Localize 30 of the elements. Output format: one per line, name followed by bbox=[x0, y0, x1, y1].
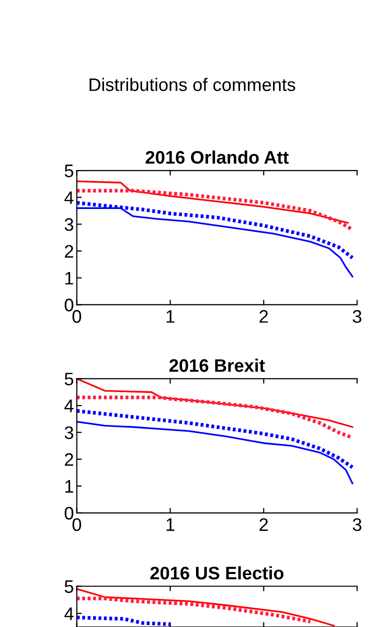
y-tick-label: 4 bbox=[64, 400, 74, 412]
y-tick-label: 4 bbox=[64, 192, 74, 204]
chart-title: 2016 US Electio bbox=[150, 566, 284, 580]
x-tick-label: 3 bbox=[352, 518, 362, 532]
line-series bbox=[76, 378, 354, 428]
line-series bbox=[76, 180, 349, 224]
y-tick-label: 3 bbox=[64, 218, 74, 231]
chart-title: 2016 Brexit bbox=[169, 358, 265, 372]
line-series bbox=[76, 596, 312, 624]
y-tick-label: 5 bbox=[64, 164, 74, 178]
text: Distributions of comments bbox=[90, 78, 296, 92]
line-series bbox=[76, 616, 172, 626]
line-series bbox=[76, 188, 354, 232]
y-tick-label: 1 bbox=[65, 480, 74, 493]
y-tick-label: 3 bbox=[64, 426, 74, 440]
y-tick-label: 2 bbox=[64, 453, 74, 466]
x-tick-label: 1 bbox=[166, 518, 174, 531]
y-tick-label: 5 bbox=[64, 372, 74, 386]
x-tick-label: 3 bbox=[352, 310, 362, 323]
x-tick-label: 1 bbox=[166, 310, 174, 323]
y-tick-label: 2 bbox=[64, 244, 74, 258]
y-tick-label: 1 bbox=[65, 272, 74, 284]
chart-title: 2016 Orlando Att bbox=[146, 150, 289, 164]
x-tick-label: 2 bbox=[260, 518, 268, 531]
y-tick-label: 0 bbox=[64, 506, 74, 520]
y-tick-label: 4 bbox=[64, 608, 74, 620]
x-tick-label: 2 bbox=[260, 310, 268, 323]
y-tick-label: 5 bbox=[64, 580, 74, 593]
line-series bbox=[76, 588, 335, 626]
y-tick-label: 0 bbox=[64, 298, 74, 312]
